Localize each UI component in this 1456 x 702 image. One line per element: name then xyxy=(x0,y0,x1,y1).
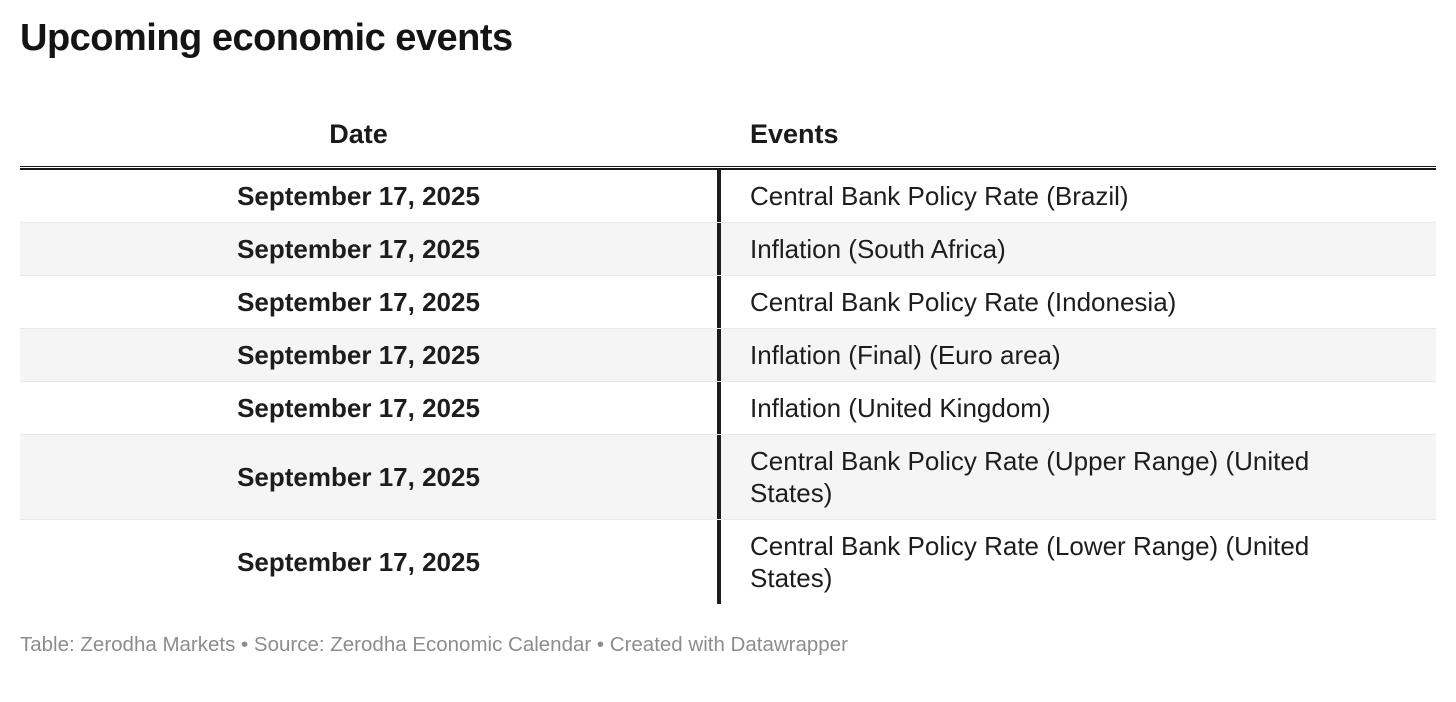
column-header-date: Date xyxy=(329,119,388,149)
table-row: September 17, 2025 Central Bank Policy R… xyxy=(20,275,1436,328)
table-row: September 17, 2025 Inflation (Final) (Eu… xyxy=(20,328,1436,381)
date-cell: September 17, 2025 xyxy=(237,287,480,317)
date-cell: September 17, 2025 xyxy=(237,340,480,370)
table-row: September 17, 2025 Inflation (South Afri… xyxy=(20,222,1436,275)
events-table: Date Events September 17, 2025 Central B… xyxy=(20,62,1436,604)
table-row: September 17, 2025 Inflation (United Kin… xyxy=(20,381,1436,434)
page: Upcoming economic events Date Events Sep… xyxy=(20,17,1436,656)
event-cell: Inflation (South Africa) xyxy=(717,223,1436,275)
page-title: Upcoming economic events xyxy=(20,17,513,59)
date-cell: September 17, 2025 xyxy=(237,393,480,423)
event-cell: Central Bank Policy Rate (Brazil) xyxy=(717,170,1436,222)
table-row: September 17, 2025 Central Bank Policy R… xyxy=(20,170,1436,222)
event-cell: Central Bank Policy Rate (Lower Range) (… xyxy=(717,520,1436,604)
table-body: September 17, 2025 Central Bank Policy R… xyxy=(20,168,1436,604)
table-row: September 17, 2025 Central Bank Policy R… xyxy=(20,519,1436,604)
event-cell: Inflation (Final) (Euro area) xyxy=(717,329,1436,381)
event-cell: Central Bank Policy Rate (Upper Range) (… xyxy=(717,435,1436,519)
date-cell: September 17, 2025 xyxy=(237,462,480,492)
column-header-events: Events xyxy=(750,119,839,149)
event-cell: Central Bank Policy Rate (Indonesia) xyxy=(717,276,1436,328)
table-header-row: Date Events xyxy=(20,62,1436,167)
date-cell: September 17, 2025 xyxy=(237,234,480,264)
attribution-footer: Table: Zerodha Markets • Source: Zerodha… xyxy=(20,633,848,656)
date-cell: September 17, 2025 xyxy=(237,181,480,211)
table-row: September 17, 2025 Central Bank Policy R… xyxy=(20,434,1436,519)
date-cell: September 17, 2025 xyxy=(237,547,480,577)
event-cell: Inflation (United Kingdom) xyxy=(717,382,1436,434)
